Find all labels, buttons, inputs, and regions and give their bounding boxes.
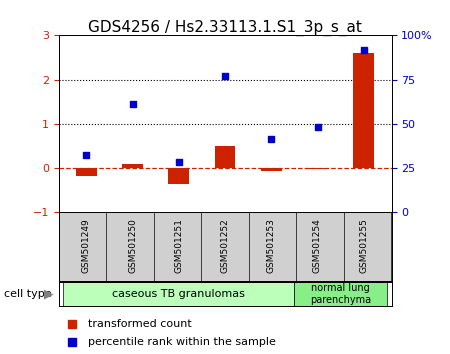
Text: GSM501253: GSM501253 (267, 218, 276, 273)
Bar (353, 53, 374, 168)
Point (175, 159, 182, 164)
Bar (63, 282, 294, 306)
Text: ▶: ▶ (44, 288, 54, 301)
Text: GSM501250: GSM501250 (128, 218, 137, 273)
Text: caseous TB granulomas: caseous TB granulomas (112, 289, 245, 299)
Bar (168, 168, 189, 184)
Point (221, 73, 229, 79)
Text: GSM501249: GSM501249 (82, 218, 91, 273)
Text: cell type: cell type (4, 289, 52, 299)
Bar (307, 168, 328, 170)
Text: GSM501255: GSM501255 (359, 218, 368, 273)
Point (129, 101, 136, 107)
Text: GDS4256 / Hs2.33113.1.S1_3p_s_at: GDS4256 / Hs2.33113.1.S1_3p_s_at (88, 19, 362, 36)
Bar (261, 168, 282, 171)
Point (314, 124, 321, 130)
Point (83, 152, 90, 158)
Point (268, 137, 275, 142)
Bar (76, 168, 97, 176)
Text: GSM501252: GSM501252 (220, 218, 230, 273)
Bar (122, 164, 143, 168)
Point (360, 47, 367, 52)
Bar (215, 146, 235, 168)
Text: normal lung
parenchyma: normal lung parenchyma (310, 283, 371, 305)
Text: GSM501251: GSM501251 (174, 218, 183, 273)
Bar (294, 282, 387, 306)
Text: transformed count: transformed count (89, 319, 192, 329)
Text: percentile rank within the sample: percentile rank within the sample (89, 337, 276, 347)
Text: GSM501254: GSM501254 (313, 218, 322, 273)
